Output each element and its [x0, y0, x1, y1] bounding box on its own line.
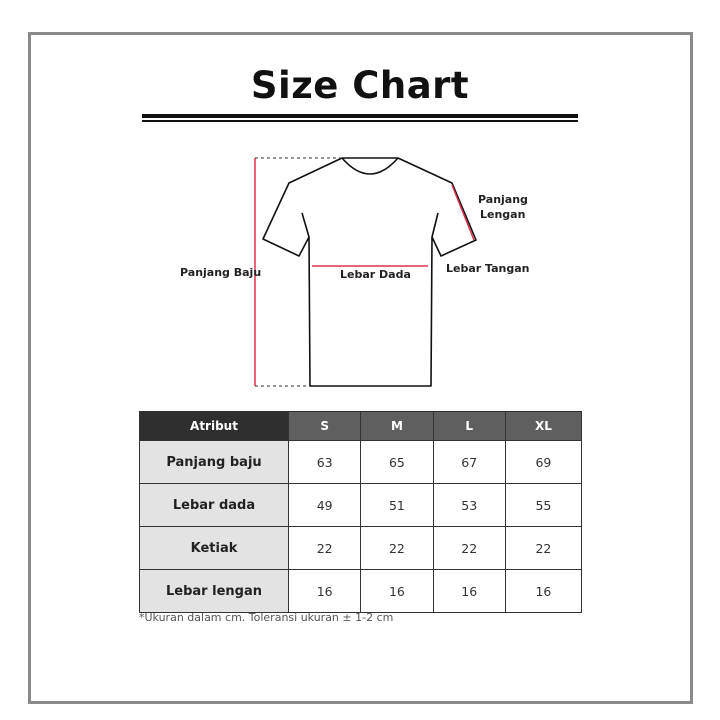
cell: 55: [504, 483, 583, 527]
header-m: M: [360, 411, 434, 441]
tshirt-collar: [341, 157, 399, 175]
header-l: L: [432, 411, 506, 441]
size-note: *Ukuran dalam cm. Toleransi ukuran ± 1-2…: [139, 611, 394, 624]
header-xl: XL: [504, 411, 583, 441]
cell: 22: [360, 526, 434, 570]
table-header-row: Atribut S M L XL: [139, 411, 583, 441]
cell: 16: [432, 569, 506, 613]
tshirt-right-side: [431, 212, 439, 238]
cell: 16: [287, 569, 362, 613]
cell: 51: [360, 483, 434, 527]
cell: 53: [432, 483, 506, 527]
table-row: Panjang baju 63 65 67 69: [139, 440, 583, 484]
tshirt-left-side: [301, 212, 310, 238]
label-panjang-lengan-2: Lengan: [480, 208, 526, 221]
sleeve-measure-line: [451, 184, 475, 241]
table-row: Lebar dada 49 51 53 55: [139, 483, 583, 527]
header-atribut: Atribut: [139, 411, 289, 441]
row-label: Lebar lengan: [139, 569, 289, 613]
page-title: Size Chart: [250, 64, 470, 107]
cell: 63: [287, 440, 362, 484]
title-divider-thick: [142, 114, 578, 118]
row-label: Lebar dada: [139, 483, 289, 527]
label-lebar-tangan: Lebar Tangan: [446, 262, 530, 275]
cell: 22: [504, 526, 583, 570]
size-table: Atribut S M L XL Panjang baju 63 65 67 6…: [139, 411, 583, 613]
cell: 16: [504, 569, 583, 613]
cell: 22: [432, 526, 506, 570]
tshirt-outline: [262, 157, 477, 387]
label-lebar-dada: Lebar Dada: [340, 268, 411, 281]
row-label: Ketiak: [139, 526, 289, 570]
row-label: Panjang baju: [139, 440, 289, 484]
label-panjang-baju: Panjang Baju: [180, 266, 262, 279]
cell: 22: [287, 526, 362, 570]
header-s: S: [287, 411, 362, 441]
title-divider-thin: [142, 120, 578, 122]
cell: 67: [432, 440, 506, 484]
cell: 69: [504, 440, 583, 484]
table-row: Ketiak 22 22 22 22: [139, 526, 583, 570]
page-frame: [28, 32, 693, 704]
cell: 65: [360, 440, 434, 484]
cell: 16: [360, 569, 434, 613]
cell: 49: [287, 483, 362, 527]
label-panjang-lengan-1: Panjang: [478, 193, 528, 206]
table-row: Lebar lengan 16 16 16 16: [139, 569, 583, 613]
